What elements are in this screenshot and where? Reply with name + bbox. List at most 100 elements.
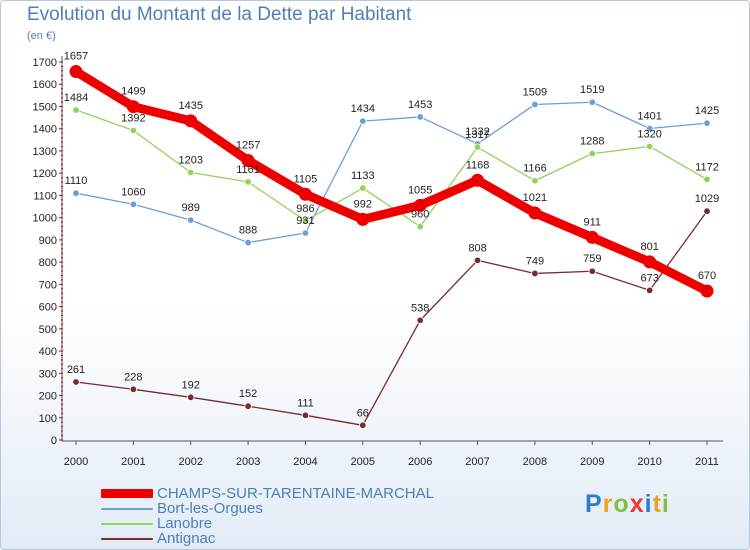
- series-line: [71, 67, 712, 296]
- data-point: [703, 175, 711, 184]
- y-tick-label: 100: [39, 413, 57, 425]
- data-point: [184, 114, 198, 128]
- data-point: [298, 187, 312, 201]
- data-label: 749: [526, 255, 544, 267]
- y-tick-label: 400: [39, 346, 57, 358]
- data-point: [416, 222, 424, 231]
- y-tick-label: 900: [39, 235, 57, 247]
- data-label: 960: [411, 209, 429, 221]
- y-tick-label: 1100: [33, 190, 57, 202]
- legend-swatch: [101, 489, 153, 498]
- data-label: 1435: [178, 100, 202, 112]
- data-label: 1392: [121, 112, 145, 124]
- y-tick-label: 800: [39, 257, 57, 269]
- y-tick-label: 1000: [33, 213, 57, 225]
- x-tick-label: 2000: [64, 456, 88, 468]
- x-tick-label: 2002: [178, 456, 202, 468]
- y-tick-label: 1700: [33, 57, 57, 69]
- data-point: [416, 113, 424, 121]
- data-label: 808: [468, 242, 486, 254]
- data-point: [416, 316, 424, 325]
- logo-letter: o: [613, 490, 630, 518]
- data-point: [473, 143, 482, 151]
- x-tick-label: 2009: [580, 456, 604, 468]
- data-label: 801: [640, 241, 658, 253]
- data-label: 1317: [465, 129, 489, 141]
- chart-axes: 0 100 200 300 400 500 600 700 800 900 1000 1100 1200…: [33, 56, 723, 468]
- data-label: 1499: [121, 86, 145, 98]
- y-tick-label: 300: [39, 368, 57, 380]
- legend-swatch: [101, 523, 153, 525]
- data-label: 538: [411, 302, 429, 314]
- data-label: 931: [296, 215, 314, 227]
- data-point: [359, 184, 367, 192]
- logo-letter: i: [661, 490, 670, 518]
- data-label: 1029: [695, 193, 719, 205]
- data-label: 1161: [236, 164, 260, 176]
- data-label: 888: [239, 225, 257, 237]
- y-tick-label: 500: [39, 324, 57, 336]
- data-point: [244, 402, 252, 410]
- data-point: [645, 286, 654, 295]
- data-label: 1509: [523, 86, 547, 98]
- logo-letter: t: [652, 490, 662, 518]
- data-label: 670: [698, 270, 716, 282]
- data-label: 759: [583, 253, 601, 265]
- data-point: [645, 124, 654, 133]
- x-tick-label: 2004: [293, 456, 317, 468]
- data-point: [72, 378, 80, 386]
- series-layer: [69, 65, 714, 430]
- data-point: [473, 256, 482, 265]
- logo-letter: i: [644, 490, 653, 518]
- data-point: [359, 421, 367, 430]
- data-label: 1519: [580, 84, 604, 96]
- data-point: [187, 168, 195, 177]
- data-point: [126, 100, 140, 114]
- series-line: [75, 109, 708, 228]
- data-point: [301, 229, 310, 237]
- data-point: [588, 98, 596, 106]
- data-point: [531, 177, 539, 185]
- data-point: [703, 207, 711, 215]
- data-point: [72, 189, 80, 197]
- proxiti-logo: Proxiti: [585, 490, 670, 519]
- y-tick-label: 600: [39, 302, 57, 314]
- data-label: 228: [124, 371, 142, 383]
- data-label: 989: [182, 202, 200, 214]
- chart-subtitle: (en €): [27, 30, 56, 42]
- data-point: [528, 206, 542, 220]
- chart-title: Evolution du Montant de la Dette par Hab…: [27, 4, 412, 25]
- data-label: 1657: [64, 51, 88, 63]
- data-label: 1060: [121, 186, 145, 198]
- data-label: 1401: [637, 110, 661, 122]
- data-label: 152: [239, 388, 257, 400]
- x-tick-label: 2001: [121, 456, 145, 468]
- data-label: 1484: [64, 92, 88, 104]
- legend-swatch: [101, 538, 153, 540]
- data-label: 1320: [637, 128, 661, 140]
- data-point: [588, 267, 596, 275]
- data-point: [585, 230, 599, 244]
- data-point: [359, 117, 367, 125]
- data-label-layer: 1110 1060 989 888 931 1434 1453 1332 1509 1519 140…: [64, 51, 719, 420]
- data-point: [643, 255, 657, 269]
- x-tick-label: 2006: [408, 456, 432, 468]
- y-tick-label: 1300: [33, 146, 57, 158]
- y-tick-label: 1500: [33, 101, 57, 113]
- data-point: [356, 212, 370, 226]
- legend-label: Bort-les-Orgues: [157, 500, 263, 517]
- data-label: 986: [296, 203, 314, 215]
- data-label: 911: [583, 216, 601, 228]
- x-tick-label: 2003: [236, 456, 260, 468]
- data-point: [129, 200, 138, 209]
- legend-label: CHAMPS-SUR-TARENTAINE-MARCHAL: [157, 485, 434, 502]
- data-point: [531, 269, 539, 278]
- y-tick-label: 1400: [33, 124, 57, 136]
- data-point: [531, 100, 539, 109]
- data-point: [301, 411, 310, 420]
- x-tick-label: 2005: [351, 456, 375, 468]
- data-point: [301, 217, 310, 225]
- logo-letter: r: [602, 490, 614, 518]
